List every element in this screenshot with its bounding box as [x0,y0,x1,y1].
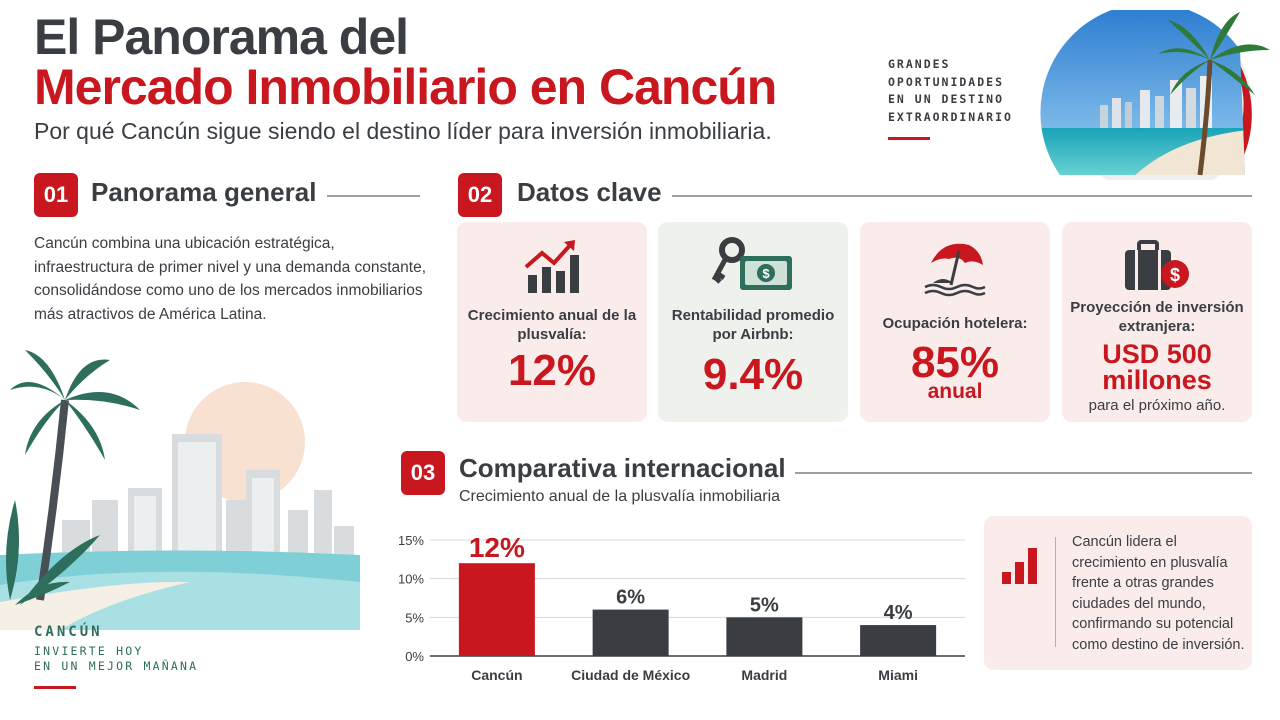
growth-chart-icon [457,234,647,300]
insight-card [984,516,1252,670]
stat-card-occupancy: Ocupación hotelera: 85% anual [860,222,1050,422]
y-tick-label: 10% [398,572,424,587]
bar [592,609,669,656]
stat-label: Ocupación hotelera: [882,315,1028,332]
section-title-overview: Panorama general [91,177,317,207]
data-label: 4% [884,602,913,624]
tagline-line: EXTRAORDINARIO [888,109,1013,124]
brand-slogan: INVIERTE HOY EN UN MEJOR MAÑANA [34,644,198,674]
insight-divider [1055,537,1056,647]
x-tick-label: Cancún [471,667,522,683]
tagline: GRANDES OPORTUNIDADES EN UN DESTINO EXTR… [888,56,1013,126]
briefcase-dollar-icon: $ [1062,234,1252,300]
brand-name: CANCÚN [34,624,103,640]
tagline-rule [888,137,930,140]
section-divider [672,195,1252,197]
data-label: 6% [616,587,645,609]
y-tick-label: 0% [405,649,424,664]
beach-photo-illustration [1040,10,1270,180]
stat-label: Proyección de inversión extranjera: [1070,299,1244,335]
bar [458,563,535,656]
data-label: 5% [750,594,779,616]
stat-note: para el próximo año. [1088,397,1226,414]
stat-value-line1: USD 500 [1102,339,1212,369]
section-number-badge: 03 [401,451,445,495]
section-divider [327,195,420,197]
city-beach-illustration [0,350,360,630]
stat-card-growth: Crecimiento anual de la plusvalía: 12% [457,222,647,422]
slogan-line: INVIERTE HOY [34,644,144,658]
section-divider [795,472,1252,474]
stat-label: Rentabilidad promedio por Airbnb: [671,307,835,343]
section-title-comparison: Comparativa internacional [459,453,786,483]
stat-label: Crecimiento anual de la plusvalía: [467,307,637,343]
section-number-badge: 01 [34,173,78,217]
bar-chart-icon [1002,548,1037,584]
svg-text:$: $ [1170,265,1180,285]
y-tick-label: 5% [405,610,424,625]
overview-text: Cancún combina una ubicación estratégica… [34,235,427,323]
stat-value: 9.4% [702,350,804,399]
tagline-line: GRANDES [888,57,951,71]
section-number-badge: 02 [458,173,502,217]
slogan-line: EN UN MEJOR MAÑANA [34,659,199,673]
stat-value: 12% [507,346,597,395]
comparison-bar-chart: 0% 5% 10% 15% 12% Cancún 6% Ciudad de México 5% M… [398,532,965,683]
beach-umbrella-icon [860,234,1050,300]
x-tick-label: Ciudad de México [571,667,690,683]
page-subtitle: Por qué Cancún sigue siendo el destino l… [34,118,772,144]
section-title-key-data: Datos clave [517,177,662,207]
stat-card-airbnb: $ Rentabilidad promedio por Airbnb: 9.4% [658,222,848,422]
stat-card-foreign-investment: $ Proyección de inversión extranjera: US… [1062,222,1252,422]
chart-subtitle: Crecimiento anual de la plusvalía inmobi… [459,488,781,505]
key-money-icon: $ [658,234,848,300]
stat-value: 85% [910,338,1000,387]
x-tick-label: Madrid [741,667,787,683]
y-tick-label: 15% [398,533,424,548]
bar [860,625,937,656]
insight-text: Cancún lidera el crecimiento en plusvalí… [1072,534,1245,653]
stat-value-line2: millones [1102,365,1212,395]
brand-rule [34,686,76,689]
page-title-line2: Mercado Inmobiliario en Cancún [34,59,777,115]
bar [726,617,803,656]
x-tick-label: Miami [878,667,918,683]
data-label: 12% [469,532,525,563]
stat-unit: anual [927,380,983,403]
tagline-line: OPORTUNIDADES [888,74,1005,89]
page-title-line1: El Panorama del [34,9,409,65]
tagline-line: EN UN DESTINO [888,92,1005,106]
svg-text:$: $ [762,266,770,281]
